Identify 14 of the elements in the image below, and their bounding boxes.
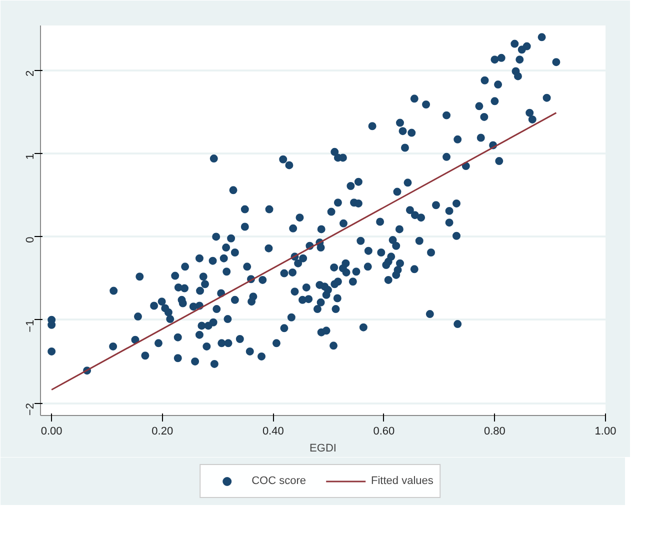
legend-label: COC score [252,475,306,487]
x-tick-label: 0.60 [373,426,395,438]
y-tick-label: 2 [24,70,36,77]
y-tick-label: 1 [24,154,36,160]
y-tick-label: −1 [24,320,36,332]
x-tick-label: 0.80 [484,426,506,438]
y-tick-label: 0 [24,236,36,243]
x-tick-label: 0.00 [40,426,62,438]
x-axis-title: EGDI [310,442,336,454]
y-tick-label: −2 [24,403,36,416]
x-tick-label: 0.20 [152,426,174,438]
x-tick-label: 1.00 [594,426,616,438]
x-tick-label: 0.40 [262,426,284,438]
legend-label: Fitted values [371,475,434,487]
